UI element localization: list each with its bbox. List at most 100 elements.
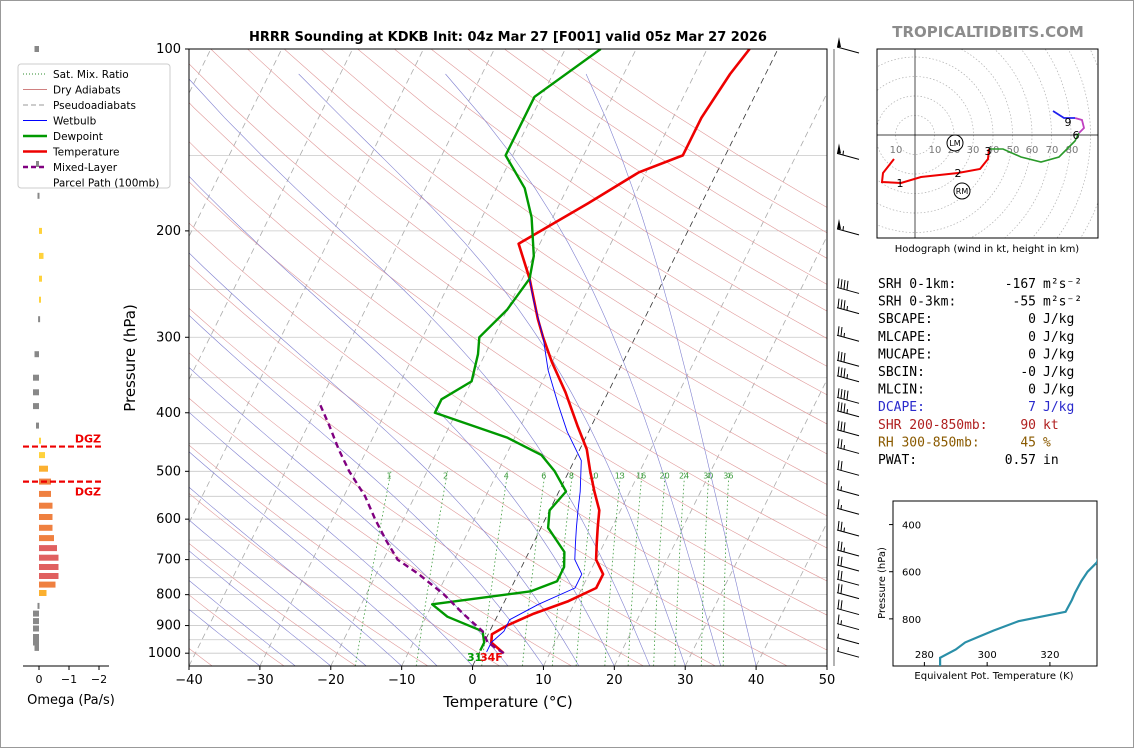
mixing-ratio-line bbox=[522, 471, 545, 666]
mixing-ratio-label: 30 bbox=[703, 472, 713, 481]
omega-tick-label: −2 bbox=[91, 673, 107, 686]
omega-bar bbox=[39, 276, 42, 282]
omega-bar bbox=[39, 564, 59, 570]
hodograph-ring-label: 50 bbox=[1007, 145, 1020, 156]
wind-barbs bbox=[834, 37, 859, 666]
index-value: 0 bbox=[1028, 347, 1036, 362]
x-axis-label: Temperature (°C) bbox=[442, 693, 572, 711]
x-tick-label: 40 bbox=[748, 673, 765, 688]
mixing-ratio-line bbox=[654, 471, 666, 666]
wind-barb bbox=[837, 278, 859, 293]
index-value: 7 bbox=[1028, 400, 1036, 415]
hodograph-height-label: 6 bbox=[1073, 129, 1080, 142]
theta-e-y-label: Pressure (hPa) bbox=[877, 547, 888, 619]
legend-label: Wetbulb bbox=[53, 116, 97, 128]
surface-temperature-label: 34F bbox=[480, 651, 503, 664]
legend-label: Mixed-Layer bbox=[53, 162, 118, 174]
wind-barb bbox=[837, 402, 859, 417]
wind-barb bbox=[837, 143, 859, 159]
index-label: RH 300-850mb: bbox=[878, 435, 980, 450]
index-label: PWAT: bbox=[878, 453, 917, 468]
mixing-ratio-line bbox=[675, 471, 685, 666]
omega-bar bbox=[33, 640, 39, 646]
index-label: MLCAPE: bbox=[878, 330, 933, 345]
omega-bar bbox=[39, 535, 54, 541]
y-tick-label: 800 bbox=[156, 588, 181, 603]
pseudoadiabat bbox=[446, 74, 721, 666]
omega-bar bbox=[33, 611, 39, 617]
index-unit: m²s⁻² bbox=[1043, 277, 1082, 292]
y-tick-label: 900 bbox=[156, 619, 181, 634]
isotherm bbox=[473, 49, 778, 666]
index-label: SHR 200-850mb: bbox=[878, 418, 988, 433]
omega-tick-label: −1 bbox=[61, 673, 77, 686]
index-label: MUCAPE: bbox=[878, 347, 933, 362]
legend-label: Dry Adiabats bbox=[53, 85, 121, 97]
wind-barb bbox=[837, 351, 859, 366]
omega-bar bbox=[39, 491, 51, 497]
omega-bar bbox=[33, 618, 39, 624]
omega-bar bbox=[33, 375, 39, 381]
hodograph-ring-label: 10 bbox=[929, 145, 942, 156]
index-label: MLCIN: bbox=[878, 383, 925, 398]
y-tick-label: 400 bbox=[156, 406, 181, 421]
omega-bar bbox=[39, 545, 57, 551]
isotherm bbox=[260, 49, 565, 666]
omega-bar bbox=[36, 161, 39, 167]
omega-bar bbox=[39, 503, 53, 509]
wind-barb bbox=[837, 481, 859, 496]
omega-bar bbox=[38, 193, 40, 199]
storm-motion-label: LM bbox=[949, 139, 960, 148]
omega-bar bbox=[39, 582, 56, 588]
index-unit: J/kg bbox=[1043, 400, 1074, 415]
y-axis-label: Pressure (hPa) bbox=[121, 304, 139, 412]
wind-barb bbox=[837, 615, 859, 630]
omega-bar bbox=[39, 253, 44, 259]
isotherm bbox=[543, 49, 848, 666]
index-unit: J/kg bbox=[1043, 347, 1074, 362]
index-unit: J/kg bbox=[1043, 330, 1074, 345]
mixing-ratio-line bbox=[605, 471, 621, 666]
omega-bar bbox=[39, 438, 41, 444]
wind-barb bbox=[837, 367, 859, 382]
index-label: DCAPE: bbox=[878, 400, 925, 415]
mixing-ratio-line bbox=[701, 471, 709, 666]
hodograph-caption: Hodograph (wind in kt, height in km) bbox=[895, 244, 1080, 255]
theta-e-x-tick: 280 bbox=[915, 650, 934, 661]
y-tick-label: 200 bbox=[156, 224, 181, 239]
y-tick-label: 300 bbox=[156, 330, 181, 345]
mixing-ratio-label: 16 bbox=[636, 472, 646, 481]
x-tick-label: 10 bbox=[535, 673, 552, 688]
theta-e-y-tick: 600 bbox=[902, 568, 921, 579]
theta-e-x-tick: 300 bbox=[978, 650, 997, 661]
legend-label: Dewpoint bbox=[53, 131, 103, 143]
x-tick-label: 0 bbox=[468, 673, 476, 688]
y-tick-label: 500 bbox=[156, 464, 181, 479]
wind-barb bbox=[837, 647, 859, 657]
omega-bar bbox=[39, 590, 47, 596]
mixing-ratio-line bbox=[355, 471, 391, 666]
index-unit: J/kg bbox=[1043, 365, 1074, 380]
wind-barb bbox=[837, 600, 859, 615]
omega-bar bbox=[39, 297, 41, 303]
hodograph-ring-label: 70 bbox=[1046, 145, 1059, 156]
y-tick-label: 700 bbox=[156, 553, 181, 568]
series-line-mixed-layer-parcel-path-100mb- bbox=[319, 403, 503, 654]
mixing-ratio-line bbox=[628, 471, 642, 666]
wind-barb bbox=[837, 460, 859, 475]
legend-label: Pseudoadiabats bbox=[53, 100, 136, 112]
mixing-ratio-line bbox=[723, 471, 729, 666]
wind-barb bbox=[837, 299, 859, 314]
index-value: -167 bbox=[1005, 277, 1036, 292]
omega-bar bbox=[39, 452, 45, 458]
omega-bar bbox=[39, 466, 48, 472]
omega-bar bbox=[39, 228, 42, 234]
wind-barb bbox=[837, 521, 859, 536]
index-value: 0 bbox=[1028, 383, 1036, 398]
y-tick-label: 1000 bbox=[148, 646, 181, 661]
wind-barb bbox=[837, 326, 859, 341]
mixing-ratio-label: 1 bbox=[386, 472, 391, 481]
omega-tick-label: 0 bbox=[36, 673, 43, 686]
legend-label: Parcel Path (100mb) bbox=[53, 178, 159, 190]
